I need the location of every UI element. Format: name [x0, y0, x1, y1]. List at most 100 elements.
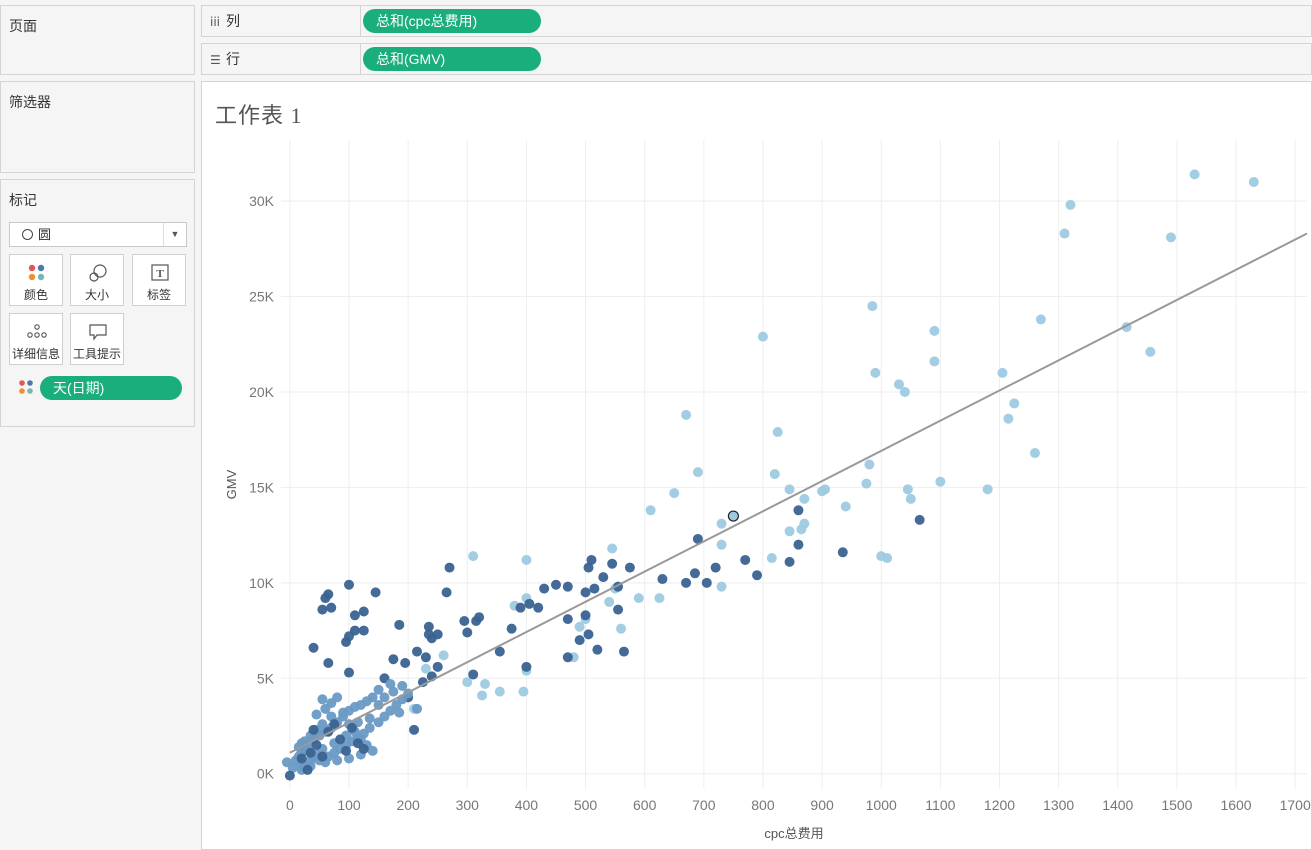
- data-point: [308, 642, 319, 653]
- data-point: [1009, 398, 1020, 409]
- pages-panel: 页面: [0, 5, 195, 75]
- data-point: [344, 579, 355, 590]
- rows-shelf-label: ☰ 行: [202, 44, 361, 74]
- data-point: [412, 646, 423, 657]
- data-point: [882, 553, 893, 564]
- x-tick-label: 400: [515, 797, 539, 813]
- mark-type-dropdown[interactable]: 圆 ▼: [9, 222, 187, 247]
- data-point: [982, 484, 993, 495]
- x-tick-label: 500: [574, 797, 598, 813]
- data-point: [701, 577, 712, 588]
- data-point: [583, 562, 594, 573]
- data-point: [317, 694, 328, 705]
- data-point: [870, 367, 881, 378]
- columns-icon: iii: [210, 15, 221, 29]
- data-point: [462, 677, 473, 688]
- data-point: [784, 526, 795, 537]
- data-point: [420, 652, 431, 663]
- data-point: [349, 610, 360, 621]
- svg-text:T: T: [156, 268, 164, 280]
- rows-shelf[interactable]: ☰ 行 总和(GMV): [201, 43, 1312, 75]
- detail-dots-icon: [27, 324, 47, 338]
- size-button[interactable]: 大小: [70, 254, 124, 306]
- data-point: [772, 427, 783, 438]
- data-point: [412, 703, 423, 714]
- data-point: [607, 558, 618, 569]
- data-point: [592, 644, 603, 655]
- y-tick-label: 15K: [249, 479, 275, 495]
- y-tick-label: 0K: [257, 766, 275, 782]
- detail-button-label: 详细信息: [11, 347, 60, 361]
- data-point: [494, 686, 505, 697]
- data-point: [462, 627, 473, 638]
- columns-shelf[interactable]: iii 列 总和(cpc总费用): [201, 5, 1312, 37]
- data-point: [899, 386, 910, 397]
- scatter-chart[interactable]: 0 100 200 300 400 500 600 700 800 900 1000 1100 1200…: [202, 82, 1311, 849]
- data-point: [793, 505, 804, 516]
- data-point: [477, 690, 488, 701]
- data-point: [506, 623, 517, 634]
- data-point: [358, 625, 369, 636]
- data-point: [692, 467, 703, 478]
- color-button[interactable]: 颜色: [9, 254, 63, 306]
- x-tick-label: 0: [286, 797, 294, 813]
- data-point: [332, 692, 343, 703]
- tooltip-button-label: 工具提示: [72, 347, 121, 361]
- data-point: [586, 554, 597, 565]
- data-point: [397, 680, 408, 691]
- size-icon: [89, 264, 107, 282]
- data-point: [385, 679, 396, 690]
- data-point: [468, 669, 479, 680]
- data-point: [607, 543, 618, 554]
- tooltip-button[interactable]: 工具提示: [70, 313, 124, 365]
- rows-pill[interactable]: 总和(GMV): [363, 47, 541, 71]
- data-point: [521, 661, 532, 672]
- data-point: [905, 493, 916, 504]
- x-tick-label: 1600: [1220, 797, 1251, 813]
- data-point: [692, 533, 703, 544]
- x-tick-label: 700: [692, 797, 716, 813]
- y-tick-label: 10K: [249, 575, 275, 591]
- data-point: [929, 325, 940, 336]
- x-tick-label: 200: [396, 797, 420, 813]
- data-point: [341, 745, 352, 756]
- data-point: [769, 469, 780, 480]
- mark-type-label: 圆: [38, 227, 52, 242]
- columns-pill[interactable]: 总和(cpc总费用): [363, 9, 541, 33]
- data-point: [902, 484, 913, 495]
- filters-panel[interactable]: 筛选器: [0, 81, 195, 173]
- data-point: [935, 476, 946, 487]
- data-point: [346, 722, 357, 733]
- data-point: [468, 551, 479, 562]
- data-point: [423, 621, 434, 632]
- color-field-pill[interactable]: 天(日期): [40, 376, 182, 400]
- data-point: [1035, 314, 1046, 325]
- data-point: [598, 572, 609, 583]
- data-point: [837, 547, 848, 558]
- data-point: [311, 709, 322, 720]
- color-palette-icon: [28, 264, 45, 281]
- data-point: [784, 556, 795, 567]
- detail-button[interactable]: 详细信息: [9, 313, 63, 365]
- data-point: [370, 587, 381, 598]
- data-point: [515, 602, 526, 613]
- data-point: [757, 331, 768, 342]
- data-point: [562, 652, 573, 663]
- data-point: [349, 701, 360, 712]
- x-tick-label: 1200: [984, 797, 1015, 813]
- data-point: [562, 581, 573, 592]
- data-point: [426, 633, 437, 644]
- data-point: [766, 553, 777, 564]
- data-point: [740, 554, 751, 565]
- data-point: [681, 409, 692, 420]
- label-button[interactable]: T 标签: [132, 254, 186, 306]
- data-point: [864, 459, 875, 470]
- chevron-down-icon[interactable]: ▼: [163, 223, 186, 246]
- data-point: [332, 755, 343, 766]
- x-tick-label: 300: [456, 797, 480, 813]
- data-point: [329, 719, 340, 730]
- data-point: [326, 602, 337, 613]
- data-point: [305, 747, 316, 758]
- data-point: [669, 488, 680, 499]
- data-point: [344, 753, 355, 764]
